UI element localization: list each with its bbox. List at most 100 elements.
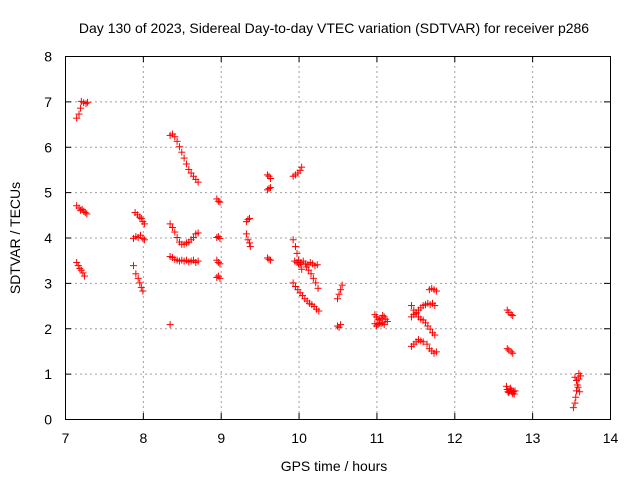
data-point [314,284,322,292]
data-point [81,209,89,217]
data-point [139,287,147,295]
data-point [166,321,174,329]
data-point [216,260,224,268]
data-point [173,234,181,241]
data-point [194,257,202,265]
data-point [265,255,273,263]
data-point [419,338,427,346]
data-point [374,321,382,329]
data-point [298,265,306,273]
data-point [194,229,202,237]
data-point [503,345,511,353]
data-point [298,163,306,171]
data-point [426,325,434,333]
data-point [313,261,321,269]
data-point [407,302,415,310]
data-point [77,104,85,112]
data-point [573,387,581,395]
x-tick-label: 8 [139,430,147,446]
x-tick-label: 12 [447,430,463,446]
data-point [213,273,221,281]
data-point [214,258,222,266]
data-point [289,236,297,244]
data-point [510,390,518,398]
data-point [132,270,140,278]
data-point [377,320,385,328]
data-point [216,234,224,242]
data-point [511,387,519,395]
data-point [214,197,222,205]
data-point [246,214,254,222]
data-point [79,269,87,277]
x-tick-label: 9 [217,430,225,446]
data-point [506,384,514,392]
data-point [77,206,85,214]
data-point [309,274,317,282]
x-tick-label: 11 [370,430,385,446]
data-point [185,165,193,173]
data-point [267,184,275,192]
data-point [140,220,148,228]
data-point [502,382,510,390]
y-tick-label: 1 [44,366,52,382]
data-point [571,399,579,407]
data-point [572,393,580,401]
data-point [507,311,515,319]
data-point [216,274,224,282]
data-point [372,322,380,330]
data-point [136,213,144,221]
data-point [83,210,91,218]
data-point [189,234,197,241]
data-point [576,372,584,380]
data-point [242,230,250,238]
data-point [180,154,188,162]
y-tick-label: 3 [44,275,52,291]
data-point [576,388,584,396]
data-point [337,286,345,294]
data-point [507,348,515,356]
data-point [571,373,579,381]
data-point [312,279,320,287]
data-point [383,317,391,325]
axis-ticks [65,56,611,420]
data-point [78,205,86,213]
data-point [216,198,224,206]
data-point [140,236,148,244]
data-point [82,100,90,108]
data-point [334,295,341,303]
data-point [334,322,341,330]
y-tick-label: 5 [44,185,52,201]
data-point [76,264,84,272]
data-point [291,243,299,251]
data-point [178,148,186,156]
y-tick-labels: 0 1 2 3 4 5 6 7 8 [44,49,52,428]
y-tick-label: 2 [44,321,52,337]
data-point [379,312,387,320]
data-point [137,214,145,222]
data-point [431,331,439,339]
x-tick-label: 13 [525,430,541,446]
x-axis-label: GPS time / hours [281,458,388,474]
data-point [432,348,440,356]
data-point [166,220,174,228]
data-point [244,236,252,244]
data-point [296,166,304,174]
data-point [289,279,297,287]
x-tick-labels: 7 8 9 10 11 12 13 14 [62,430,619,446]
data-point [194,178,202,186]
y-axis-label: SDTVAR / TECUs [7,182,23,294]
data-point [574,383,582,391]
data-point [267,175,275,183]
data-point [134,274,142,282]
data-points [73,97,584,412]
data-point [73,114,81,122]
data-point [84,98,92,106]
data-point [569,404,577,412]
data-point [175,143,183,151]
data-point [573,376,581,384]
data-point [75,110,83,118]
y-tick-label: 8 [44,49,52,65]
data-point [130,262,138,270]
data-point [431,302,439,310]
